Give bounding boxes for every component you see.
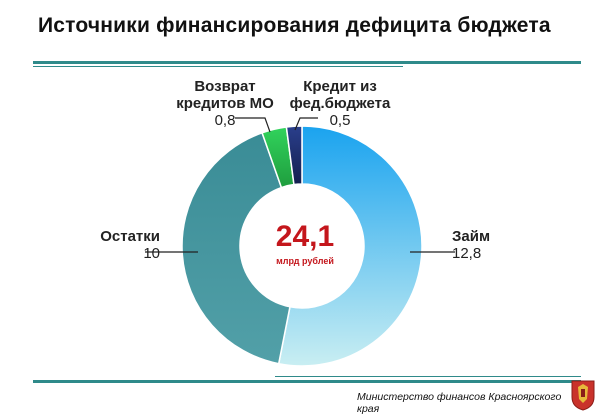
slice-zaim xyxy=(277,125,423,367)
top-divider-thin xyxy=(33,66,403,67)
chart-total-unit: млрд рублей xyxy=(276,256,334,266)
label-kredit: Кредит из фед.бюджета 0,5 xyxy=(285,78,395,129)
slice-kredit xyxy=(285,125,303,186)
slice-ostatki xyxy=(181,131,291,365)
bottom-divider-thin xyxy=(275,376,581,377)
bottom-divider xyxy=(33,380,581,383)
chart-total: 24,1 xyxy=(275,220,335,253)
coat-of-arms-icon xyxy=(571,380,595,411)
top-divider xyxy=(33,61,581,64)
label-vozvrat: Возврат кредитов МО 0,8 xyxy=(170,78,280,129)
label-zaim: Займ 12,8 xyxy=(452,228,512,262)
value-vozvrat: 0,8 xyxy=(214,112,236,129)
value-ostatki: 10 xyxy=(143,245,160,262)
donut-hole xyxy=(241,185,363,307)
leader-vozvrat xyxy=(235,117,271,133)
value-zaim: 12,8 xyxy=(452,245,482,262)
page-title: Источники финансирования дефицита бюджет… xyxy=(38,14,551,37)
footer-ministry: Министерство финансов Красноярского края xyxy=(357,391,562,415)
value-kredit: 0,5 xyxy=(329,112,351,129)
label-ostatki: Остатки 10 xyxy=(80,228,160,262)
leader-kredit xyxy=(294,117,318,131)
